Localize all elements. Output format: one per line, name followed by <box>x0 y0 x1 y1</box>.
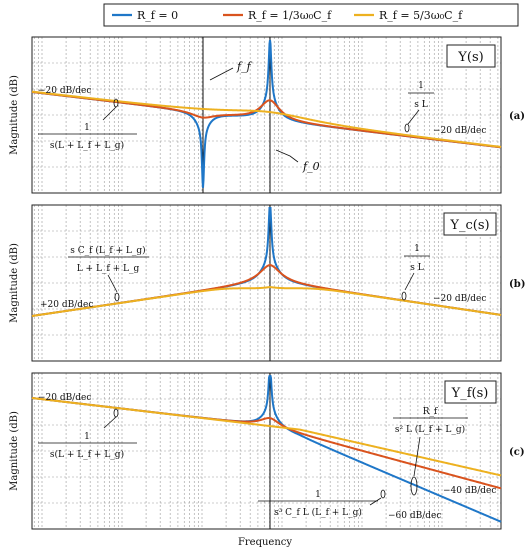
panel-b-leader-left <box>107 274 118 293</box>
f-f-leader <box>209 67 234 81</box>
panel-a-slope-left: −20 dB/dec <box>38 86 91 96</box>
panel-c-frac2-num: R_f <box>423 407 438 417</box>
legend-label-0: R_f = 0 <box>137 9 178 22</box>
panel-a: Y(s) f_f f_0 −20 dB/dec 1 s(L + L_f + L_… <box>31 36 525 194</box>
y-axis-label-b: Magnitude (dB) <box>9 243 20 323</box>
f-0-label: f_0 <box>302 160 320 173</box>
panel-b-frac2-num: 1 <box>414 244 420 254</box>
panel-c-circle-low <box>380 489 386 499</box>
x-axis-label: Frequency <box>238 537 292 548</box>
panel-b-slope-left: +20 dB/dec <box>40 300 93 310</box>
series-rf5 <box>31 285 502 317</box>
panel-b-leader-right <box>404 272 415 291</box>
legend-box <box>103 3 519 27</box>
panel-c-leader-left <box>103 416 117 429</box>
panel-c-circle-left <box>113 408 119 418</box>
y-axis-label-c: Magnitude (dB) <box>9 411 20 491</box>
panel-c-frac2-den: s² L (L_f + L_g) <box>395 424 465 435</box>
panel-c-slope-40: −40 dB/dec <box>443 486 496 496</box>
panel-a-frame <box>31 36 502 194</box>
panel-a-grid <box>32 37 501 193</box>
panel-a-frac1-den: s(L + L_f + L_g) <box>50 140 124 151</box>
series-rf0 <box>31 39 502 188</box>
panel-a-frac1-num: 1 <box>84 123 90 133</box>
panel-c-slope-60: −60 dB/dec <box>388 511 441 521</box>
panel-b-circle-left <box>114 292 120 302</box>
panel-c-slope-left: −20 dB/dec <box>38 393 91 403</box>
panel-c-title: Y_f(s) <box>451 386 489 401</box>
series-rf5 <box>31 397 502 477</box>
panel-a-circle-right <box>404 123 410 133</box>
panel-b-curves <box>31 207 502 317</box>
panel-c: Y_f(s) −20 dB/dec 1 s(L + L_f + L_g) R_f… <box>31 372 525 530</box>
panel-b-title: Y_c(s) <box>449 218 489 233</box>
panel-a-frac2-den: s L <box>414 100 427 110</box>
panel-c-leader-low <box>369 497 382 506</box>
f-0-leader <box>275 149 299 163</box>
panel-a-leader-right <box>407 109 420 125</box>
legend: R_f = 0 R_f = 1/3ω₀C_f R_f = 5/3ω₀C_f <box>103 3 519 27</box>
panel-b-title-box <box>443 212 497 236</box>
panel-a-leader-left <box>102 106 117 121</box>
panel-b-frame <box>31 204 502 362</box>
panel-c-frame <box>31 372 502 530</box>
panel-c-tag: (c) <box>509 447 525 458</box>
panel-c-frac1-den: s(L + L_f + L_g) <box>50 449 124 460</box>
panel-b-tag: (b) <box>509 279 525 290</box>
panel-c-title-box <box>444 380 497 404</box>
panel-c-frac3-den: s³ C_f L (L_f + L_g) <box>274 507 362 518</box>
panel-c-frac3-num: 1 <box>315 490 321 500</box>
panel-a-tag: (a) <box>509 111 525 122</box>
panel-b-frac1-den: L + L_f + L_g <box>77 264 140 274</box>
panel-c-leader-mid <box>413 436 421 477</box>
series-rf0 <box>31 207 502 317</box>
panel-c-curves <box>31 375 502 523</box>
panel-b-circle-right <box>401 291 407 301</box>
legend-label-1: R_f = 1/3ω₀C_f <box>248 9 332 22</box>
series-rf0 <box>31 375 502 523</box>
series-rf5 <box>31 90 502 148</box>
panel-b-grid <box>32 205 501 361</box>
panel-a-title: Y(s) <box>457 50 483 65</box>
panel-a-slope-right: −20 dB/dec <box>433 126 486 136</box>
panel-b-frac1-num: s C_f (L_f + L_g) <box>70 245 145 256</box>
panel-c-circle-mid <box>410 476 418 496</box>
panel-b-slope-right: −20 dB/dec <box>433 294 486 304</box>
panel-a-title-box <box>446 44 496 68</box>
f-f-label: f_f <box>236 60 253 73</box>
legend-label-2: R_f = 5/3ω₀C_f <box>379 9 463 22</box>
panel-c-frac1-num: 1 <box>84 432 90 442</box>
panel-b: Y_c(s) s C_f (L_f + L_g) L + L_f + L_g +… <box>31 204 525 362</box>
panel-b-frac2-den: s L <box>410 263 423 273</box>
y-axis-label-a: Magnitude (dB) <box>9 75 20 155</box>
panel-a-curves <box>31 39 502 188</box>
panel-a-frac2-num: 1 <box>418 81 424 91</box>
